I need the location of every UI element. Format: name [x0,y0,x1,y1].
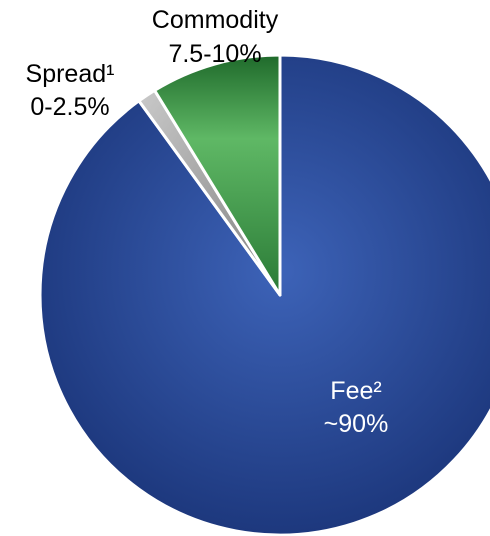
pie-slice-commodity [153,53,282,297]
slice-label-commodity-name: Commodity [152,6,279,34]
slice-label-spread-value: 0-2.5% [30,93,109,121]
slice-label-fee-name: Fee² [330,377,381,405]
slice-label-fee-value: ~90% [324,410,389,438]
slice-label-commodity-value: 7.5-10% [168,40,261,68]
pie-slice-fee [38,53,490,536]
slice-label-spread-name: Spread¹ [26,60,115,88]
